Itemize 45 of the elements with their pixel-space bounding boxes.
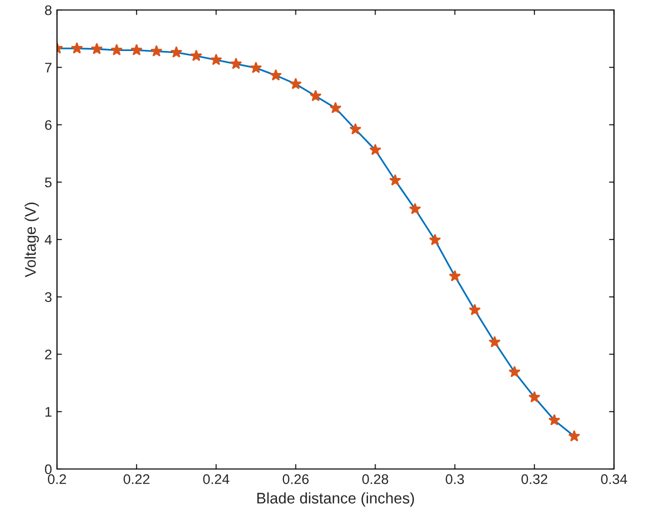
x-tick-label: 0.32 — [521, 474, 548, 484]
point — [150, 45, 162, 56]
point — [290, 78, 302, 90]
point — [548, 414, 560, 426]
x-tick-label: 0.34 — [601, 474, 628, 484]
x-tick-label: 0.2 — [48, 474, 66, 484]
point — [70, 42, 83, 54]
point — [170, 46, 182, 58]
point — [568, 430, 580, 442]
point — [468, 304, 481, 316]
point — [508, 366, 521, 378]
y-tick-label: 7 — [45, 62, 52, 72]
y-tick-label: 2 — [45, 350, 52, 360]
x-tick-label: 0.24 — [203, 474, 230, 484]
y-axis-title: Voltage (V) — [24, 202, 39, 278]
x-tick-label: 0.22 — [124, 474, 150, 484]
x-tick-label: 0.3 — [446, 474, 464, 484]
point — [330, 102, 342, 114]
point — [488, 336, 501, 348]
point — [90, 42, 103, 54]
x-tick-label: 0.26 — [282, 474, 309, 484]
point — [349, 123, 362, 135]
point — [110, 44, 123, 56]
y-tick-label: 8 — [45, 5, 52, 16]
point — [130, 44, 143, 56]
point — [448, 270, 461, 282]
point — [230, 58, 242, 70]
y-tick-label: 0 — [44, 464, 52, 474]
point — [310, 90, 322, 102]
y-tick-label: 3 — [44, 292, 52, 302]
point — [409, 202, 422, 214]
y-tick-label: 1 — [45, 407, 52, 417]
x-axis-title: Blade distance (inches) — [257, 492, 414, 507]
point — [428, 234, 441, 246]
point — [210, 54, 222, 66]
point — [190, 50, 202, 62]
point — [250, 62, 262, 74]
x-tick-label: 0.28 — [362, 474, 388, 484]
point — [270, 69, 282, 81]
point — [369, 144, 382, 156]
y-tick-label: 5 — [44, 178, 52, 188]
y-tick-label: 6 — [45, 120, 52, 130]
point — [389, 174, 402, 186]
point — [528, 391, 540, 402]
y-tick-label: 4 — [44, 234, 52, 245]
